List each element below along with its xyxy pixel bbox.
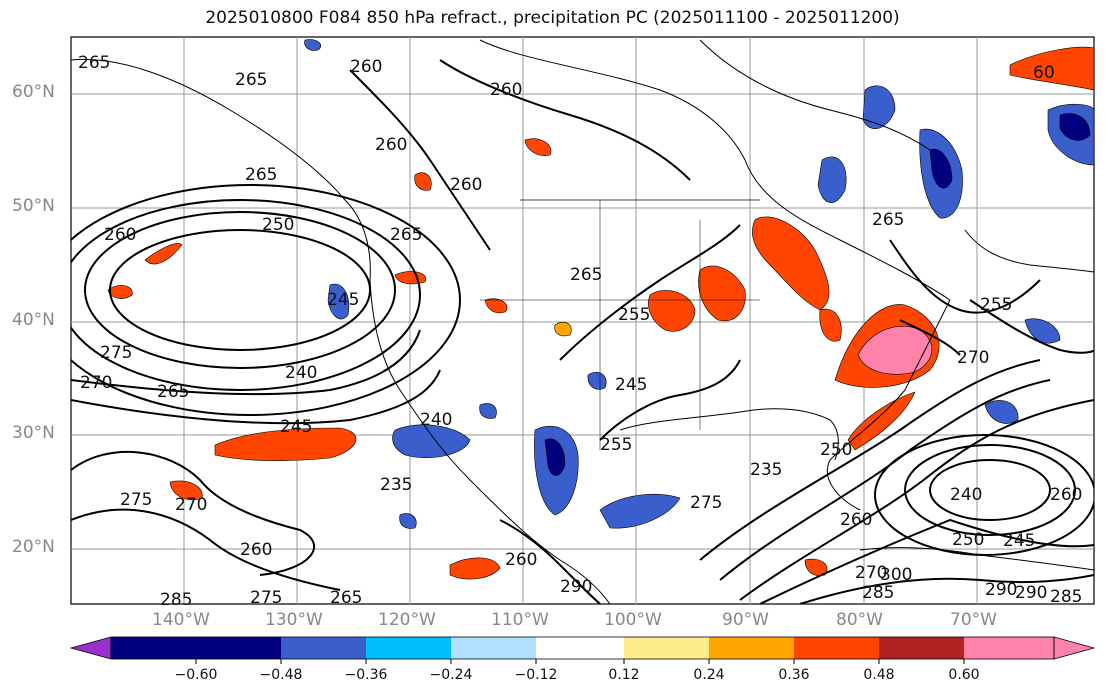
colorbar-tick-label: −0.12 [514, 667, 558, 683]
colorbar-swatch [879, 637, 964, 659]
contour-label: 260 [104, 225, 136, 245]
colorbar-extend-right [1053, 636, 1096, 660]
contour-label: 260 [240, 540, 272, 560]
colorbar-swatch [196, 637, 281, 659]
contour-label: 260 [840, 510, 872, 530]
lon-label: 100°W [604, 610, 662, 630]
contour-label: 250 [952, 530, 984, 550]
contour-label: 245 [327, 290, 359, 310]
contour-label: 240 [285, 363, 317, 383]
contour-label: 285 [160, 590, 192, 610]
colorbar-swatch [624, 637, 709, 659]
contour-labels: 265 260 265 260 260 260 265 250 260 265 … [78, 53, 1082, 610]
contour-label: 275 [120, 490, 152, 510]
contour-label: 265 [330, 588, 362, 608]
colorbar-swatch [964, 637, 1054, 659]
contour-label: 255 [980, 295, 1012, 315]
colorbar-tick-label: −0.48 [259, 667, 303, 683]
contour-label: 265 [78, 53, 110, 73]
lat-label: 60°N [12, 82, 55, 102]
colorbar-swatch [709, 637, 794, 659]
contour-label: 245 [615, 375, 647, 395]
colorbar-tick-label: −0.36 [344, 667, 388, 683]
contour-label: 255 [600, 435, 632, 455]
colorbar-tick-label: 0.48 [863, 667, 895, 683]
contour-label: 275 [100, 343, 132, 363]
contour-label: 250 [262, 215, 294, 235]
contour-label: 270 [175, 495, 207, 515]
contour-label: 285 [862, 583, 894, 603]
contour-label: 255 [618, 305, 650, 325]
contour-label: 290 [560, 577, 592, 597]
colorbar-swatch [451, 637, 536, 659]
colorbar-swatch [111, 637, 196, 659]
contour-label: 265 [872, 210, 904, 230]
colorbar-swatch [794, 637, 879, 659]
contour-label: 265 [245, 165, 277, 185]
lon-label: 110°W [491, 610, 549, 630]
precip-shading [107, 39, 1094, 580]
contour-label: 245 [1003, 531, 1035, 551]
colorbar-tick-label: 0.24 [693, 667, 725, 683]
map-frame [70, 36, 1095, 605]
colorbar-tick-label: 0.60 [948, 667, 980, 683]
contour-label: 60 [1033, 63, 1055, 83]
colorbar-swatch [366, 637, 451, 659]
lon-label: 90°W [722, 610, 769, 630]
contour-label: 265 [157, 382, 189, 402]
contour-label: 265 [235, 70, 267, 90]
lon-label: 80°W [836, 610, 883, 630]
contour-label: 270 [855, 563, 887, 583]
contour-label: 260 [490, 80, 522, 100]
contour-label: 260 [505, 550, 537, 570]
lat-label: 20°N [12, 537, 55, 557]
contour-label: 260 [1050, 485, 1082, 505]
contour-label: 290 [1015, 583, 1047, 603]
contour-label: 260 [350, 57, 382, 77]
colorbar-swatch [281, 637, 366, 659]
colorbar-tick-label: 0.36 [778, 667, 810, 683]
contour-label: 300 [880, 565, 912, 585]
colorbar-tick-label: −0.24 [429, 667, 473, 683]
contour-label: 265 [390, 225, 422, 245]
lon-label: 130°W [265, 610, 323, 630]
map-title: 2025010800 F084 850 hPa refract., precip… [205, 8, 900, 28]
contour-label: 235 [380, 475, 412, 495]
lon-label: 140°W [152, 610, 210, 630]
contour-label: 265 [570, 265, 602, 285]
lat-label: 40°N [12, 310, 55, 330]
contour-label: 285 [1050, 587, 1082, 607]
contour-label: 250 [820, 440, 852, 460]
lat-label: 30°N [12, 423, 55, 443]
colorbar-tick-label: 0.12 [608, 667, 640, 683]
contour-label: 270 [80, 373, 112, 393]
lon-label: 70°W [950, 610, 997, 630]
lat-label: 50°N [12, 196, 55, 216]
refractivity-contours [71, 59, 1094, 604]
colorbar-tick-label: −0.60 [174, 667, 218, 683]
contour-label: 290 [985, 580, 1017, 600]
contour-label: 270 [957, 348, 989, 368]
contour-label: 275 [690, 493, 722, 513]
contour-label: 260 [450, 175, 482, 195]
contour-label: 235 [750, 460, 782, 480]
colorbar-extend-left [69, 636, 112, 660]
contour-label: 240 [420, 410, 452, 430]
colorbar-swatch [536, 637, 624, 659]
contour-label: 240 [950, 485, 982, 505]
contour-label: 260 [375, 135, 407, 155]
lon-label: 120°W [378, 610, 436, 630]
contour-label: 245 [280, 417, 312, 437]
colorbar [69, 636, 1096, 664]
contour-label: 275 [250, 588, 282, 608]
